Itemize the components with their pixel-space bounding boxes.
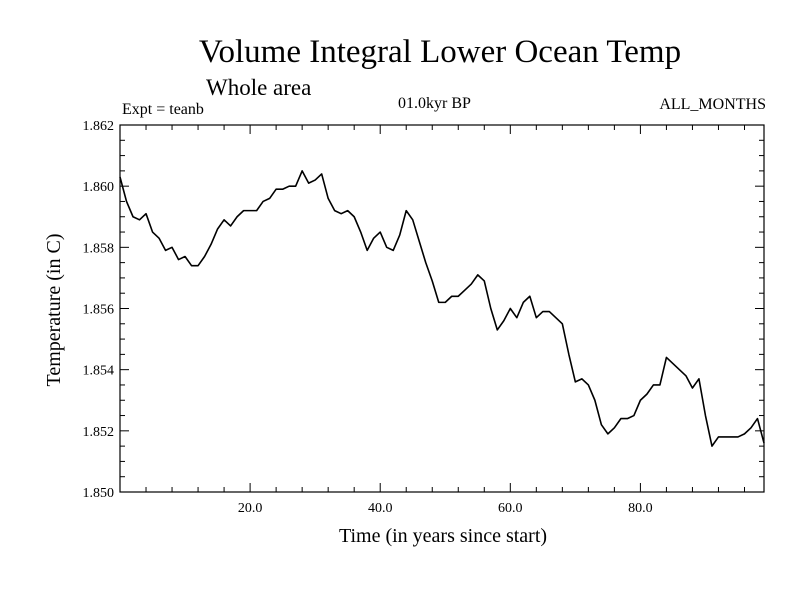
y-tick-label: 1.858 — [83, 241, 115, 256]
axis-ticks — [120, 125, 764, 492]
chart-subtitle: Whole area — [206, 75, 312, 100]
months-annotation: ALL_MONTHS — [659, 96, 766, 113]
x-axis-label: Time (in years since start) — [338, 525, 548, 547]
axis-tick-labels: 20.0 40.0 60.0 80.0 1.850 1.852 1.854 1.856 1.85… — [83, 119, 653, 516]
expt-annotation: Expt = teanb — [122, 101, 204, 118]
period-annotation: 01.0kyr BP — [398, 95, 471, 112]
x-tick-label: 40.0 — [368, 501, 393, 516]
y-tick-label: 1.862 — [83, 119, 115, 134]
plot-frame — [119, 124, 765, 493]
y-tick-label: 1.856 — [83, 303, 115, 318]
y-tick-label: 1.854 — [83, 364, 115, 379]
series-layer — [119, 170, 765, 447]
series-line-temperature — [119, 170, 765, 447]
x-tick-label: 20.0 — [238, 501, 263, 516]
x-tick-label: 60.0 — [498, 501, 523, 516]
y-tick-label: 1.860 — [83, 180, 115, 195]
x-tick-label: 80.0 — [628, 501, 653, 516]
y-tick-label: 1.850 — [83, 486, 115, 501]
y-tick-label: 1.852 — [83, 425, 115, 440]
chart-title: Volume Integral Lower Ocean Temp — [198, 34, 682, 70]
